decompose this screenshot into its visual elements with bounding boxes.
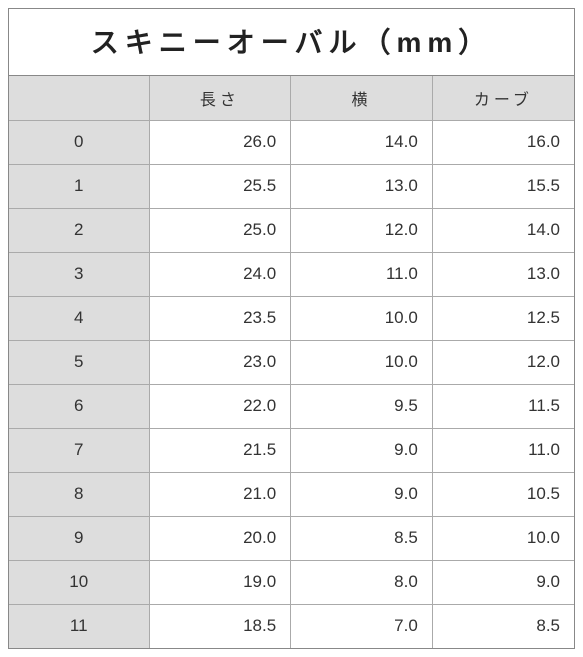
cell-value: 11.0 bbox=[432, 428, 574, 472]
table-row: 622.09.511.5 bbox=[9, 384, 574, 428]
cell-value: 21.0 bbox=[149, 472, 291, 516]
cell-value: 26.0 bbox=[149, 120, 291, 164]
table-row: 721.59.011.0 bbox=[9, 428, 574, 472]
sizing-table: 長さ 横 カーブ 026.014.016.0125.513.015.5225.0… bbox=[9, 76, 574, 648]
cell-value: 8.5 bbox=[432, 604, 574, 648]
cell-value: 14.0 bbox=[432, 208, 574, 252]
cell-value: 10.0 bbox=[432, 516, 574, 560]
table-row: 523.010.012.0 bbox=[9, 340, 574, 384]
cell-value: 25.0 bbox=[149, 208, 291, 252]
cell-value: 7.0 bbox=[291, 604, 433, 648]
row-index: 2 bbox=[9, 208, 149, 252]
table-row: 324.011.013.0 bbox=[9, 252, 574, 296]
cell-value: 20.0 bbox=[149, 516, 291, 560]
cell-value: 21.5 bbox=[149, 428, 291, 472]
table-body: 026.014.016.0125.513.015.5225.012.014.03… bbox=[9, 120, 574, 648]
header-index bbox=[9, 76, 149, 120]
row-index: 8 bbox=[9, 472, 149, 516]
cell-value: 8.0 bbox=[291, 560, 433, 604]
cell-value: 12.5 bbox=[432, 296, 574, 340]
cell-value: 11.0 bbox=[291, 252, 433, 296]
row-index: 11 bbox=[9, 604, 149, 648]
table-row: 423.510.012.5 bbox=[9, 296, 574, 340]
table-row: 1019.08.09.0 bbox=[9, 560, 574, 604]
cell-value: 9.0 bbox=[291, 428, 433, 472]
table-row: 1118.57.08.5 bbox=[9, 604, 574, 648]
cell-value: 12.0 bbox=[432, 340, 574, 384]
cell-value: 16.0 bbox=[432, 120, 574, 164]
table-row: 225.012.014.0 bbox=[9, 208, 574, 252]
cell-value: 18.5 bbox=[149, 604, 291, 648]
cell-value: 19.0 bbox=[149, 560, 291, 604]
row-index: 10 bbox=[9, 560, 149, 604]
row-index: 7 bbox=[9, 428, 149, 472]
table-row: 821.09.010.5 bbox=[9, 472, 574, 516]
cell-value: 13.0 bbox=[291, 164, 433, 208]
sizing-table-container: スキニーオーバル（mm） 長さ 横 カーブ 026.014.016.0125.5… bbox=[8, 8, 575, 649]
row-index: 6 bbox=[9, 384, 149, 428]
cell-value: 14.0 bbox=[291, 120, 433, 164]
row-index: 4 bbox=[9, 296, 149, 340]
table-row: 920.08.510.0 bbox=[9, 516, 574, 560]
cell-value: 13.0 bbox=[432, 252, 574, 296]
table-header-row: 長さ 横 カーブ bbox=[9, 76, 574, 120]
row-index: 0 bbox=[9, 120, 149, 164]
cell-value: 10.5 bbox=[432, 472, 574, 516]
cell-value: 25.5 bbox=[149, 164, 291, 208]
table-row: 026.014.016.0 bbox=[9, 120, 574, 164]
table-row: 125.513.015.5 bbox=[9, 164, 574, 208]
cell-value: 23.0 bbox=[149, 340, 291, 384]
row-index: 9 bbox=[9, 516, 149, 560]
cell-value: 12.0 bbox=[291, 208, 433, 252]
cell-value: 10.0 bbox=[291, 296, 433, 340]
cell-value: 24.0 bbox=[149, 252, 291, 296]
cell-value: 11.5 bbox=[432, 384, 574, 428]
header-length: 長さ bbox=[149, 76, 291, 120]
table-title: スキニーオーバル（mm） bbox=[9, 9, 574, 76]
cell-value: 9.0 bbox=[291, 472, 433, 516]
row-index: 1 bbox=[9, 164, 149, 208]
cell-value: 15.5 bbox=[432, 164, 574, 208]
row-index: 5 bbox=[9, 340, 149, 384]
cell-value: 9.0 bbox=[432, 560, 574, 604]
header-width: 横 bbox=[291, 76, 433, 120]
cell-value: 8.5 bbox=[291, 516, 433, 560]
cell-value: 10.0 bbox=[291, 340, 433, 384]
cell-value: 23.5 bbox=[149, 296, 291, 340]
row-index: 3 bbox=[9, 252, 149, 296]
header-curve: カーブ bbox=[432, 76, 574, 120]
cell-value: 22.0 bbox=[149, 384, 291, 428]
cell-value: 9.5 bbox=[291, 384, 433, 428]
